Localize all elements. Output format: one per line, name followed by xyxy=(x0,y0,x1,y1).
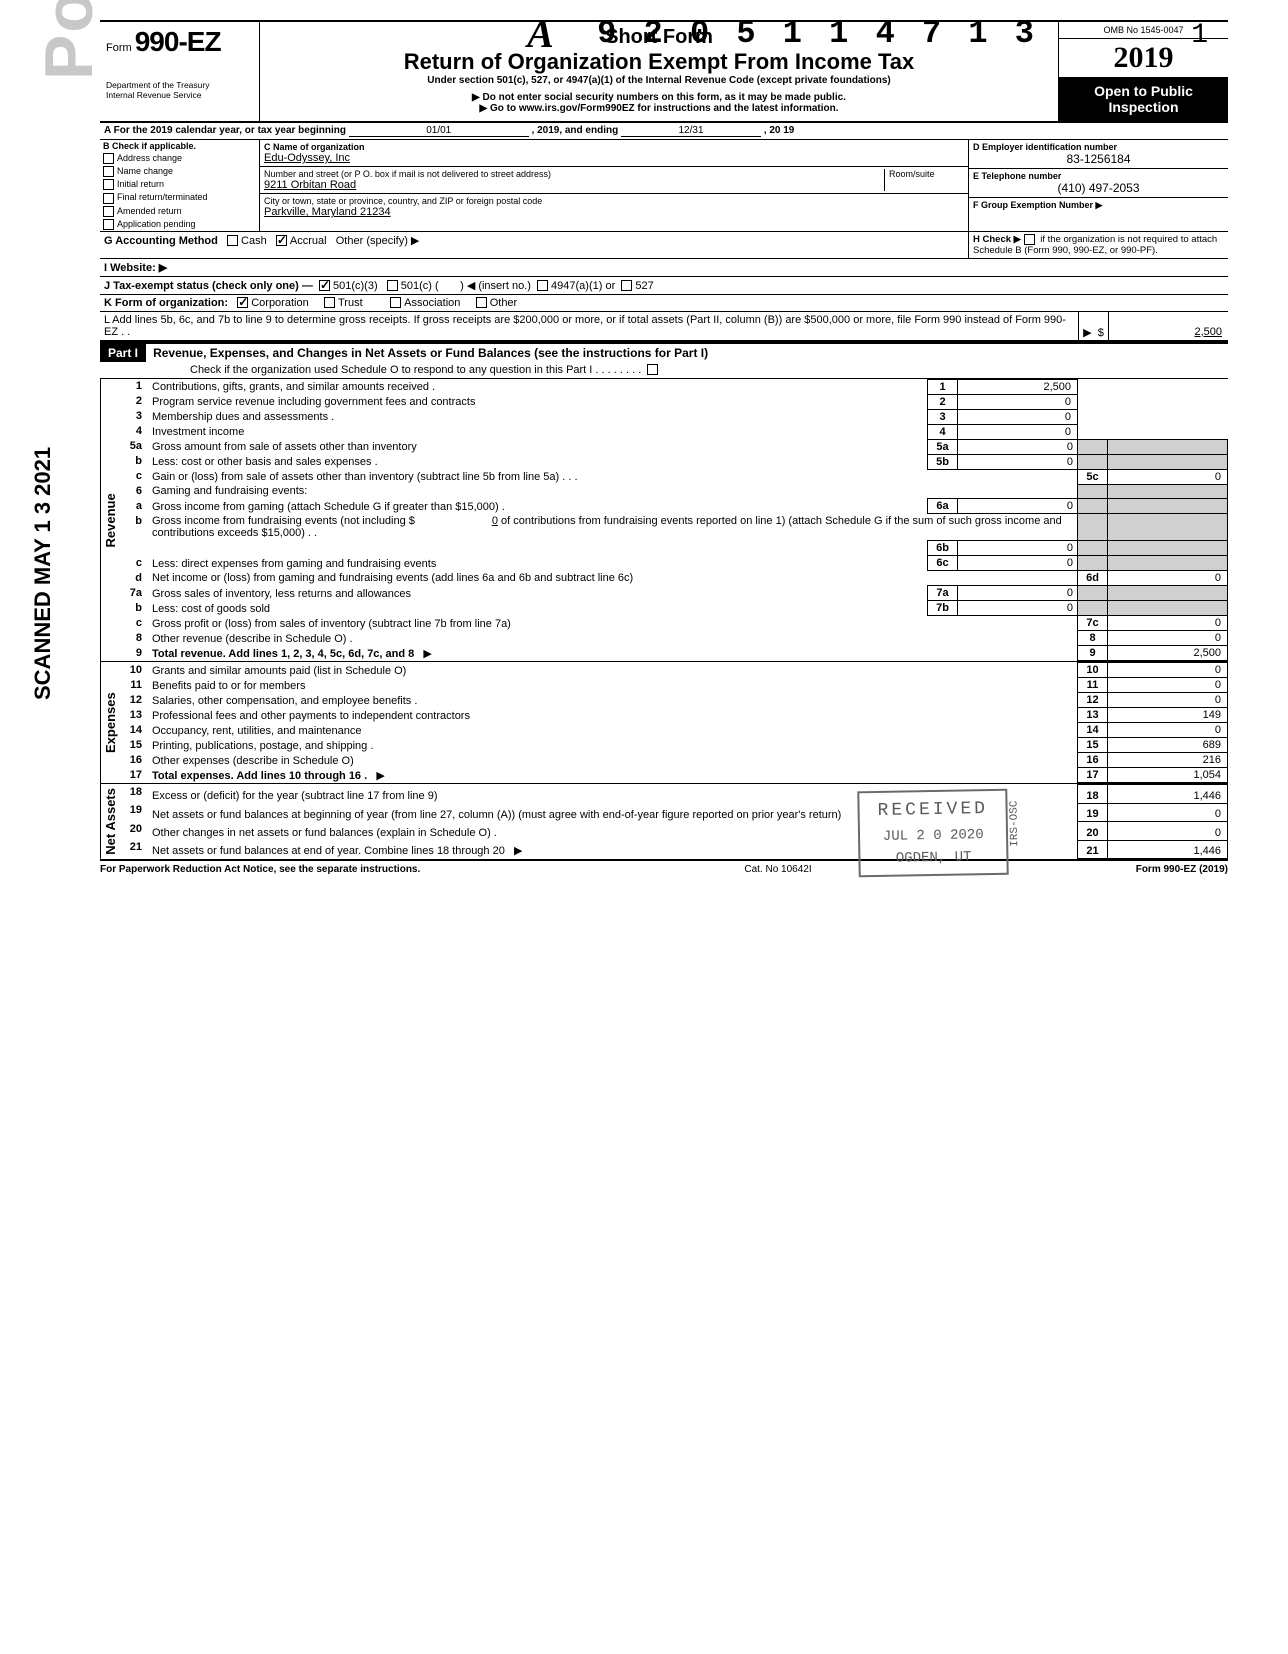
row-a-tax-year: A For the 2019 calendar year, or tax yea… xyxy=(100,123,1228,140)
instructions-link: ▶ Go to www.irs.gov/Form990EZ for instru… xyxy=(268,103,1050,114)
chk-application-pending[interactable] xyxy=(103,219,114,230)
signature-mark: A xyxy=(527,10,558,57)
received-stamp: RECEIVED JUL 2 0 2020 OGDEN, UT IRS-OSC xyxy=(857,789,1009,877)
chk-address-change[interactable] xyxy=(103,153,114,164)
chk-4947[interactable] xyxy=(537,280,548,291)
chk-trust[interactable] xyxy=(324,297,335,308)
year-end[interactable]: 12/31 xyxy=(621,125,761,137)
org-name[interactable]: Edu-Odyssey, Inc xyxy=(264,152,964,164)
chk-amended-return[interactable] xyxy=(103,206,114,217)
revenue-lines: 1Contributions, gifts, grants, and simil… xyxy=(120,379,1228,662)
chk-accrual[interactable] xyxy=(276,235,287,246)
city-state-zip[interactable]: Parkville, Maryland 21234 xyxy=(264,206,964,218)
room-suite-label: Room/suite xyxy=(884,169,964,191)
chk-association[interactable] xyxy=(390,297,401,308)
page-number: 1 xyxy=(1191,20,1208,51)
revenue-label: Revenue xyxy=(100,379,120,662)
net-assets-label: Net Assets xyxy=(100,784,120,859)
expenses-label: Expenses xyxy=(100,662,120,783)
chk-initial-return[interactable] xyxy=(103,179,114,190)
city-label: City or town, state or province, country… xyxy=(264,196,964,206)
part-i-header: Part I Revenue, Expenses, and Changes in… xyxy=(100,342,1228,379)
telephone: (410) 497-2053 xyxy=(973,181,1224,195)
chk-corporation[interactable] xyxy=(237,297,248,308)
year-begin[interactable]: 01/01 xyxy=(349,125,529,137)
line-l-amount: 2,500 xyxy=(1108,312,1228,340)
expense-lines: 10Grants and similar amounts paid (list … xyxy=(120,662,1228,783)
street-address[interactable]: 9211 Orbitan Road xyxy=(264,179,884,191)
org-name-label: C Name of organization xyxy=(264,142,964,152)
form-footer: For Paperwork Reduction Act Notice, see … xyxy=(100,859,1228,875)
form-title: Return of Organization Exempt From Incom… xyxy=(268,49,1050,75)
chk-schedule-b[interactable] xyxy=(1024,234,1035,245)
document-id-stamp: A 9 2 0 5 1 1 4 7 1 3 xyxy=(597,15,1038,52)
street-label: Number and street (or P O. box if mail i… xyxy=(264,169,884,179)
chk-name-change[interactable] xyxy=(103,166,114,177)
chk-527[interactable] xyxy=(621,280,632,291)
open-to-public: Open to Public Inspection xyxy=(1059,77,1228,121)
section-b-checkboxes: B Check if applicable. Address change Na… xyxy=(100,140,260,231)
scanned-date-mark: SCANNED MAY 1 3 2021 xyxy=(30,447,56,700)
chk-501c[interactable] xyxy=(387,280,398,291)
chk-final-return[interactable] xyxy=(103,193,114,204)
chk-other-org[interactable] xyxy=(476,297,487,308)
chk-cash[interactable] xyxy=(227,235,238,246)
ein: 83-1256184 xyxy=(973,152,1224,166)
line-l-text: L Add lines 5b, 6c, and 7b to line 9 to … xyxy=(100,312,1078,340)
net-asset-lines: 18Excess or (deficit) for the year (subt… xyxy=(120,784,1228,859)
form-subtitle: Under section 501(c), 527, or 4947(a)(1)… xyxy=(268,75,1050,86)
postmark-watermark: Postmark xyxy=(30,0,108,80)
chk-schedule-o-parti[interactable] xyxy=(647,364,658,375)
chk-501c3[interactable] xyxy=(319,280,330,291)
ssn-warning: ▶ Do not enter social security numbers o… xyxy=(268,92,1050,103)
